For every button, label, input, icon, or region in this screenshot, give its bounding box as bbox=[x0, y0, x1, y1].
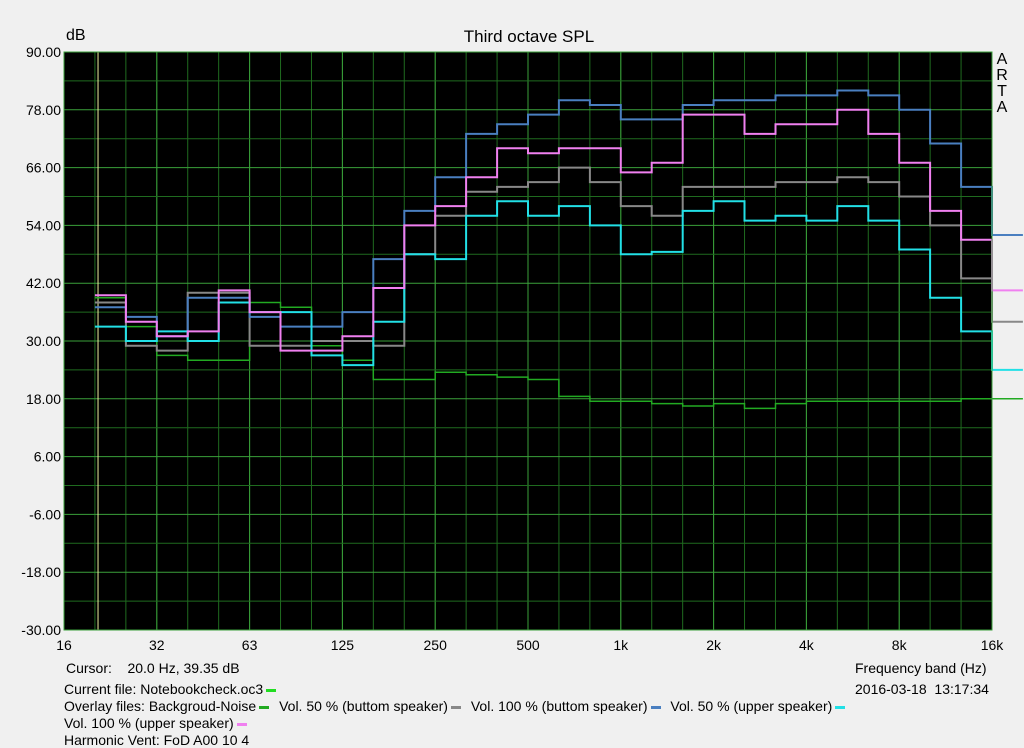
y-tick-label: -30.00 bbox=[21, 622, 61, 638]
time-text: 13:17:34 bbox=[934, 681, 989, 697]
overlay-name: Backgroud-Noise bbox=[148, 698, 257, 714]
overlay-swatch bbox=[835, 705, 846, 709]
x-tick-label: 32 bbox=[149, 637, 165, 653]
series-line bbox=[94, 108, 1023, 352]
plot-frame bbox=[63, 51, 993, 631]
overlay-files-line: Overlay files: Backgroud-Noise Vol. 50 %… bbox=[64, 698, 851, 714]
y-tick-label: 6.00 bbox=[34, 449, 61, 465]
y-tick-label: 90.00 bbox=[26, 44, 61, 60]
arta-side-label: A R T A bbox=[994, 52, 1010, 116]
arta-letter: R bbox=[996, 67, 1008, 84]
overlay-name: Vol. 100 % (upper speaker) bbox=[64, 715, 234, 731]
y-tick-label: 78.00 bbox=[26, 102, 61, 118]
x-axis-label: Frequency band (Hz) bbox=[855, 660, 987, 676]
overlay-files-line-2: Vol. 100 % (upper speaker) bbox=[64, 715, 253, 731]
overlay-name: Vol. 100 % (buttom speaker) bbox=[470, 698, 648, 714]
y-tick-label: -6.00 bbox=[29, 506, 61, 522]
x-tick-label: 16k bbox=[981, 637, 1005, 653]
overlay-swatch bbox=[650, 705, 661, 709]
current-file-label: Current file: bbox=[64, 681, 137, 697]
arta-letter: A bbox=[996, 99, 1008, 116]
overlay-swatch bbox=[450, 705, 461, 709]
x-tick-label: 250 bbox=[424, 637, 448, 653]
series-line bbox=[94, 166, 1023, 352]
cursor-label: Cursor: bbox=[66, 660, 112, 676]
y-tick-label: 54.00 bbox=[26, 217, 61, 233]
cursor-value: 20.0 Hz, 39.35 dB bbox=[127, 660, 240, 676]
overlay-label: Overlay files: bbox=[64, 698, 145, 714]
y-tick-label: 30.00 bbox=[26, 333, 61, 349]
timestamp: 2016-03-18 13:17:34 bbox=[855, 681, 989, 697]
x-tick-label: 500 bbox=[516, 637, 540, 653]
series-line bbox=[94, 89, 1023, 338]
overlay-swatch bbox=[259, 705, 270, 709]
overlay-name: Vol. 50 % (buttom speaker) bbox=[279, 698, 448, 714]
spl-chart[interactable]: 90.00 78.00 66.00 54.00 42.00 30.00 18.00 6.00 -… bbox=[0, 0, 1024, 660]
x-tick-label: 125 bbox=[331, 637, 355, 653]
y-axis-unit-label: dB bbox=[66, 27, 86, 44]
current-file-swatch bbox=[266, 688, 277, 692]
overlay-swatch bbox=[236, 722, 247, 726]
date-text: 2016-03-18 bbox=[855, 681, 927, 697]
overlay-name: Vol. 50 % (upper speaker) bbox=[670, 698, 833, 714]
current-file-line: Current file: Notebookcheck.oc3 bbox=[64, 681, 282, 697]
y-tick-label: 66.00 bbox=[26, 160, 61, 176]
chart-title: Third octave SPL bbox=[463, 27, 595, 46]
y-tick-label: 18.00 bbox=[26, 391, 61, 407]
x-tick-label: 8k bbox=[892, 637, 908, 653]
x-tick-label: 16 bbox=[56, 637, 72, 653]
x-tick-label: 63 bbox=[242, 637, 258, 653]
current-file-name: Notebookcheck.oc3 bbox=[140, 681, 264, 697]
x-tick-label: 2k bbox=[706, 637, 722, 653]
x-tick-label: 4k bbox=[799, 637, 815, 653]
arta-letter: T bbox=[997, 83, 1007, 100]
x-tick-label: 1k bbox=[613, 637, 629, 653]
y-tick-label: 42.00 bbox=[26, 275, 61, 291]
arta-letter: A bbox=[996, 51, 1008, 68]
truncated-line: Harmonic Vent: FoD A00 10 4 bbox=[64, 732, 250, 748]
cursor-readout: Cursor: 20.0 Hz, 39.35 dB bbox=[66, 660, 240, 676]
y-tick-label: -18.00 bbox=[21, 564, 61, 580]
